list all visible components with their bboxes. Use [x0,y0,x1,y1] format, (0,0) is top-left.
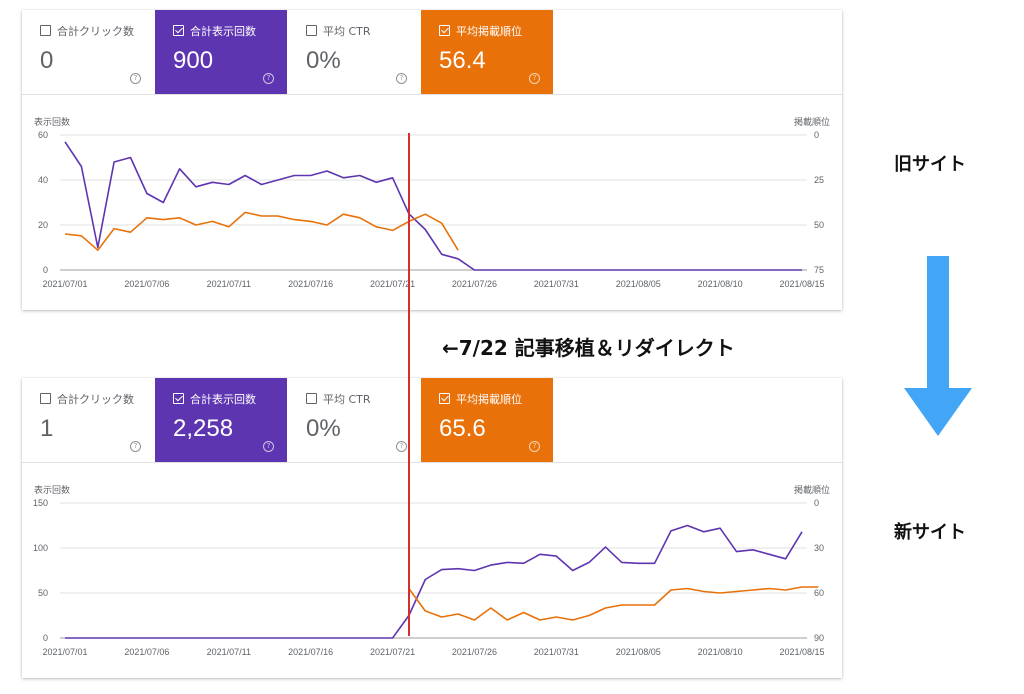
left-tick-label: 0 [43,265,48,275]
right-tick-label: 75 [814,265,824,275]
x-tick-label: 2021/08/10 [698,647,743,657]
new-site-label: 新サイト [894,522,966,543]
metric-label: 平均掲載順位 [456,25,522,38]
checkbox-icon[interactable] [40,25,51,36]
help-icon[interactable]: ? [263,73,274,84]
metric-cards: 合計クリック数 1 ? 合計表示回数 2,258 ? 平均 CTR 0% ? 平… [22,378,553,462]
left-tick-label: 0 [43,633,48,643]
x-tick-label: 2021/07/16 [288,279,333,289]
position-series-line [408,586,819,621]
metric-label: 合計表示回数 [190,393,256,406]
divider [22,462,842,463]
migration-annotation: ←7/22 記事移植＆リダイレクト [442,336,735,360]
right-tick-label: 25 [814,175,824,185]
checkbox-icon[interactable] [173,25,184,36]
x-tick-label: 2021/08/15 [779,279,824,289]
right-tick-label: 0 [814,130,819,140]
right-tick-label: 60 [814,588,824,598]
left-tick-label: 20 [38,220,48,230]
checkbox-icon[interactable] [306,393,317,404]
left-axis-title: 表示回数 [34,484,70,495]
x-tick-label: 2021/07/31 [534,279,579,289]
help-icon[interactable]: ? [529,441,540,452]
metric-value: 65.6 [439,415,486,442]
old-site-report-panel: 合計クリック数 0 ? 合計表示回数 900 ? 平均 CTR 0% ? 平均掲… [22,10,842,310]
right-tick-label: 30 [814,543,824,553]
right-tick-label: 50 [814,220,824,230]
left-tick-label: 60 [38,130,48,140]
x-tick-label: 2021/08/05 [616,647,661,657]
metric-label: 平均掲載順位 [456,393,522,406]
metric-label: 合計表示回数 [190,25,256,38]
right-axis-title: 掲載順位 [794,116,830,127]
metric-value: 0% [306,415,341,442]
divider [22,94,842,95]
checkbox-icon[interactable] [439,25,450,36]
new-site-performance-chart: 表示回数 掲載順位 0 90 50 60 100 30 150 0 2021/07/01 2021/0… [33,484,830,657]
impressions-series-line [65,524,803,639]
impressions-series-line [64,141,802,271]
x-tick-label: 2021/07/21 [370,647,415,657]
help-icon[interactable]: ? [396,441,407,452]
left-tick-label: 100 [33,543,48,553]
x-tick-label: 2021/08/10 [698,279,743,289]
down-arrow-icon [904,256,972,436]
metric-cards: 合計クリック数 0 ? 合計表示回数 900 ? 平均 CTR 0% ? 平均掲… [22,10,553,94]
new-site-report-panel: 合計クリック数 1 ? 合計表示回数 2,258 ? 平均 CTR 0% ? 平… [22,378,842,678]
x-tick-label: 2021/07/06 [124,647,169,657]
metric-value: 900 [173,47,214,74]
old-site-label: 旧サイト [894,154,966,175]
checkbox-icon[interactable] [306,25,317,36]
x-tick-label: 2021/07/16 [288,647,333,657]
metric-value: 56.4 [439,47,486,74]
metric-value: 0% [306,47,341,74]
metric-label: 合計クリック数 [57,25,134,38]
metric-label: 平均 CTR [323,393,371,406]
left-tick-label: 150 [33,498,48,508]
metric-value: 2,258 [173,415,234,442]
x-tick-label: 2021/07/06 [124,279,169,289]
left-axis-title: 表示回数 [34,116,70,127]
x-tick-label: 2021/07/26 [452,279,497,289]
right-tick-label: 0 [814,498,819,508]
metric-value: 0 [40,47,54,74]
x-tick-label: 2021/08/15 [779,647,824,657]
metric-value: 1 [40,415,54,442]
metric-label: 合計クリック数 [57,393,134,406]
total-clicks-card[interactable]: 合計クリック数 0 ? [22,10,154,94]
x-tick-label: 2021/07/31 [534,647,579,657]
average-ctr-card[interactable]: 平均 CTR 0% ? [288,378,420,462]
x-tick-label: 2021/07/01 [42,647,87,657]
help-icon[interactable]: ? [263,441,274,452]
average-ctr-card[interactable]: 平均 CTR 0% ? [288,10,420,94]
help-icon[interactable]: ? [529,73,540,84]
left-tick-label: 50 [38,588,48,598]
average-position-card[interactable]: 平均掲載順位 56.4 ? [421,10,553,94]
left-tick-label: 40 [38,175,48,185]
help-icon[interactable]: ? [130,441,141,452]
x-tick-label: 2021/07/21 [370,279,415,289]
position-series-line [64,211,459,251]
checkbox-icon[interactable] [173,393,184,404]
x-tick-label: 2021/07/11 [207,279,251,289]
total-impressions-card[interactable]: 合計表示回数 2,258 ? [155,378,287,462]
average-position-card[interactable]: 平均掲載順位 65.6 ? [421,378,553,462]
total-clicks-card[interactable]: 合計クリック数 1 ? [22,378,154,462]
right-axis-title: 掲載順位 [794,484,830,495]
migration-date-marker [408,133,410,636]
help-icon[interactable]: ? [130,73,141,84]
help-icon[interactable]: ? [396,73,407,84]
x-tick-label: 2021/08/05 [616,279,661,289]
x-tick-label: 2021/07/01 [42,279,87,289]
x-tick-label: 2021/07/11 [207,647,251,657]
checkbox-icon[interactable] [439,393,450,404]
old-site-performance-chart: 表示回数 掲載順位 0 75 20 50 40 25 60 0 2021/07/01 2021/07/… [34,116,830,289]
total-impressions-card[interactable]: 合計表示回数 900 ? [155,10,287,94]
x-tick-label: 2021/07/26 [452,647,497,657]
right-tick-label: 90 [814,633,824,643]
metric-label: 平均 CTR [323,25,371,38]
checkbox-icon[interactable] [40,393,51,404]
